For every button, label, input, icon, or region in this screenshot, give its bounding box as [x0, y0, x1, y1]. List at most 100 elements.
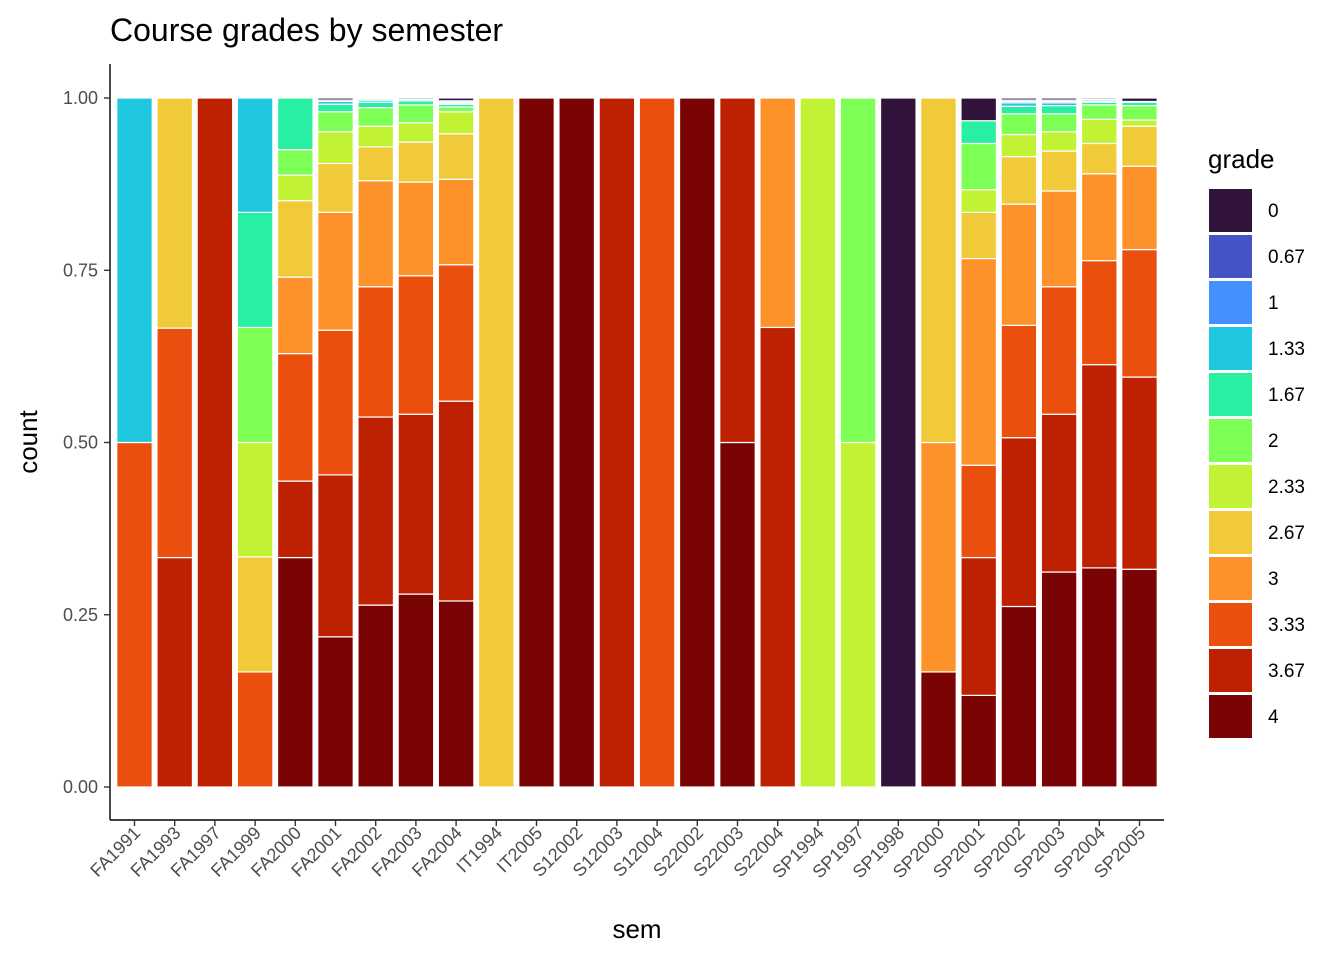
legend-swatch — [1209, 327, 1252, 370]
bar-segment — [960, 97, 998, 122]
bar-segment — [1121, 125, 1158, 167]
bar-segment — [1121, 104, 1158, 121]
bar-segment — [397, 275, 435, 415]
legend-label: 2.33 — [1268, 477, 1305, 498]
bar-segment — [839, 441, 877, 788]
x-ticks-layer: FA1991FA1993FA1997FA1999FA2000FA2001FA20… — [86, 820, 1149, 882]
bar-segment — [357, 180, 395, 288]
y-ticks-layer: 0.00 0.25 0.50 0.75 1.00 — [63, 88, 110, 797]
bar-segment — [317, 211, 354, 331]
legend-label: 3 — [1268, 569, 1279, 590]
bar-segment — [638, 97, 676, 788]
bar-segment — [357, 101, 395, 109]
legend-swatch — [1209, 603, 1252, 646]
bar-segment — [960, 120, 998, 145]
bar-segment — [317, 162, 354, 213]
bar-segment — [1121, 97, 1158, 103]
bar-stack-s22002 — [678, 97, 716, 788]
bar-segment — [236, 97, 274, 213]
bar-segment — [276, 149, 314, 176]
bar-segment — [317, 474, 354, 638]
bar-segment — [960, 189, 998, 213]
y-tick-label: 0.00 — [63, 777, 98, 797]
bar-stack-sp2002 — [1000, 97, 1038, 788]
legend-label: 1 — [1268, 293, 1279, 314]
bar-segment — [276, 97, 314, 151]
bar-segment — [1080, 97, 1118, 100]
bar-stack-s12004 — [638, 97, 676, 788]
bar-stack-sp2000 — [920, 97, 957, 788]
legend-swatch — [1209, 649, 1252, 692]
bar-segment — [397, 100, 435, 106]
bar-stack-fa1997 — [196, 97, 234, 788]
bar-stack-sp2003 — [1040, 97, 1078, 788]
bar-segment — [236, 326, 274, 444]
bar-segment — [518, 97, 555, 788]
bar-segment — [357, 416, 395, 606]
bar-segment — [799, 97, 837, 788]
legend-swatch — [1209, 511, 1252, 554]
bar-segment — [1000, 605, 1038, 788]
y-tick-label: 1.00 — [63, 88, 98, 108]
bar-stack-fa1999 — [236, 97, 274, 788]
legend-label: 1.33 — [1268, 339, 1305, 360]
bar-segment — [1000, 437, 1038, 608]
bar-segment — [156, 556, 194, 788]
bar-stack-s22004 — [759, 97, 797, 788]
legend-label: 3.67 — [1268, 661, 1305, 682]
bar-segment — [397, 141, 435, 183]
legend-swatch — [1209, 281, 1252, 324]
bar-segment — [1000, 113, 1038, 136]
bar-segment — [1040, 150, 1078, 192]
bar-segment — [1000, 324, 1038, 439]
bar-segment — [196, 97, 234, 788]
bar-segment — [317, 97, 354, 101]
bar-stack-sp2005 — [1121, 97, 1158, 788]
bar-segment — [397, 97, 435, 100]
bar-segment — [156, 97, 194, 329]
bar-segment — [1080, 260, 1118, 366]
bar-segment — [960, 211, 998, 260]
bar-stack-fa2004 — [437, 97, 475, 788]
bar-stack-fa2002 — [357, 97, 395, 788]
bar-stack-fa2001 — [317, 97, 354, 788]
bar-segment — [317, 636, 354, 788]
bar-segment — [1040, 413, 1078, 573]
bar-stack-it1994 — [477, 97, 515, 788]
legend-label: 0.67 — [1268, 247, 1305, 268]
bar-segment — [960, 142, 998, 191]
legend-swatch — [1209, 373, 1252, 416]
bar-segment — [1040, 571, 1078, 788]
bar-segment — [437, 133, 475, 180]
bar-segment — [1080, 104, 1118, 120]
bar-segment — [357, 604, 395, 788]
bar-segment — [317, 111, 354, 133]
bar-segment — [1121, 119, 1158, 127]
y-tick-label: 0.25 — [63, 605, 98, 625]
bar-segment — [397, 104, 435, 124]
bar-segment — [1000, 105, 1038, 115]
bar-segment — [236, 671, 274, 788]
bar-segment — [678, 97, 716, 788]
bar-stack-sp2004 — [1080, 97, 1118, 788]
bar-stack-it2005 — [518, 97, 555, 788]
bar-segment — [1080, 567, 1118, 788]
bar-segment — [1040, 131, 1078, 152]
legend-label: 2.67 — [1268, 523, 1305, 544]
bar-segment — [1040, 104, 1078, 115]
y-axis-title: count — [13, 409, 43, 473]
legend-label: 2 — [1268, 431, 1279, 452]
bar-stack-fa2000 — [276, 97, 314, 788]
bar-segment — [357, 97, 395, 100]
legend-swatch — [1209, 419, 1252, 462]
bar-segment — [598, 97, 636, 788]
legend-swatch — [1209, 695, 1252, 738]
bar-segment — [1000, 203, 1038, 326]
bar-stack-sp1997 — [839, 97, 877, 788]
bar-segment — [437, 178, 475, 266]
bar-stack-s12003 — [598, 97, 636, 788]
bar-segment — [437, 600, 475, 788]
legend-swatch — [1209, 235, 1252, 278]
bar-segment — [236, 211, 274, 329]
bar-segment — [1121, 165, 1158, 251]
